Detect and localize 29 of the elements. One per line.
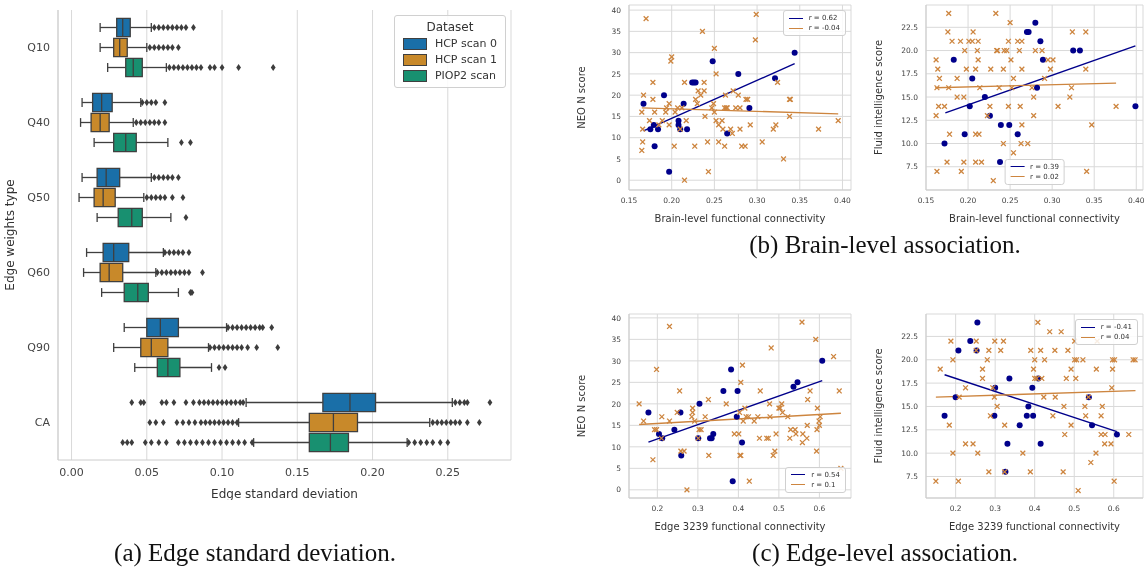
x-axis-title: Edge 3239 functional connectivity bbox=[948, 521, 1121, 532]
x-axis-title: Brain-level functional connectivity bbox=[654, 213, 826, 224]
legend-title: Dataset bbox=[425, 19, 475, 36]
x-axis-title: Brain-level functional connectivity bbox=[949, 213, 1121, 224]
y-tick-label: Q40 bbox=[27, 116, 50, 130]
y-axis-title: NEO N score bbox=[575, 374, 587, 438]
text: (a) Edge standard deviation. bbox=[114, 539, 396, 567]
x-tick-label: 0.20 bbox=[360, 465, 385, 479]
legend-label: PIOP2 scan bbox=[434, 68, 497, 85]
x-tick-label: 0.00 bbox=[59, 465, 84, 479]
y-tick-label: CA bbox=[34, 416, 51, 430]
x-tick-label: 0.10 bbox=[209, 465, 235, 479]
legend-label: HCP scan 1 bbox=[434, 52, 497, 69]
legend-label: HCP scan 0 bbox=[434, 36, 497, 53]
y-tick-label: Q60 bbox=[27, 266, 50, 280]
x-tick-label: 0.15 bbox=[285, 465, 310, 479]
y-axis-title: Fluid intelligence score bbox=[872, 348, 884, 464]
y-tick-label: Q90 bbox=[27, 341, 50, 355]
y-axis-title: Fluid intelligence score bbox=[872, 39, 884, 156]
x-axis-title: Edge 3239 functional connectivity bbox=[654, 521, 826, 532]
x-tick-label: 0.05 bbox=[134, 465, 160, 479]
text: (b) Brain-level association. bbox=[749, 231, 1021, 259]
x-axis-title: Edge standard deviation bbox=[211, 487, 358, 501]
y-axis-title: Edge weights type bbox=[3, 179, 18, 291]
y-tick-label: Q10 bbox=[27, 41, 50, 55]
y-tick-label: Q50 bbox=[27, 191, 50, 205]
x-tick-label: 0.25 bbox=[435, 465, 461, 479]
text: (c) Edge-level association. bbox=[752, 539, 1018, 567]
y-axis-title: NEO N score bbox=[575, 66, 587, 129]
